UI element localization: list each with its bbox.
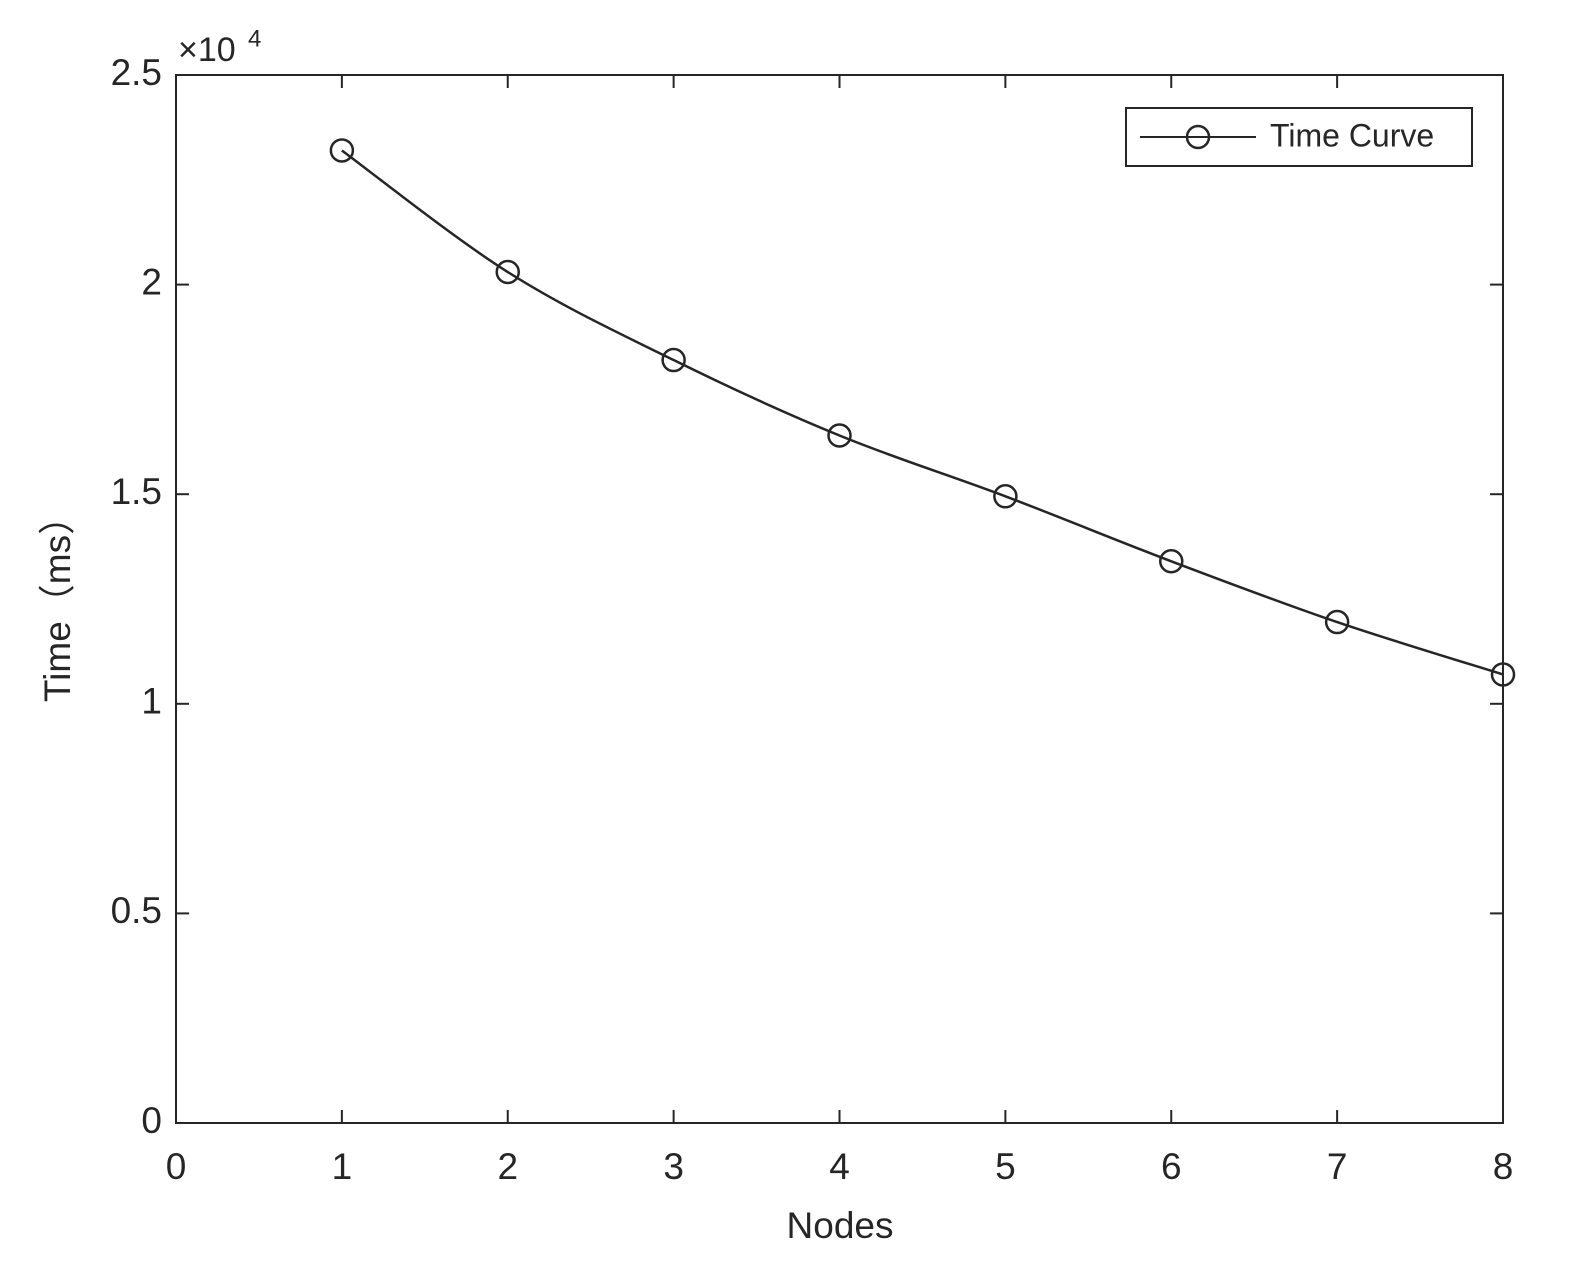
x-axis-label: Nodes [787, 1205, 894, 1246]
y-tick-label: 1.5 [111, 471, 162, 512]
point-marker [1490, 662, 1516, 687]
x-tick-label: 2 [497, 1146, 518, 1187]
x-tick-label: 4 [829, 1146, 850, 1187]
x-tick-label: 8 [1493, 1146, 1514, 1187]
y-multiplier-exponent: 4 [248, 25, 261, 52]
x-tick-label: 7 [1327, 1146, 1348, 1187]
point-marker [495, 259, 520, 285]
legend-marker [1185, 124, 1211, 150]
y-axis-label: Time（ms） [37, 498, 78, 702]
x-tick-label: 0 [166, 1146, 187, 1187]
point-marker [329, 138, 355, 163]
series-line [341, 149, 1504, 676]
x-tick-label: 1 [332, 1146, 353, 1187]
point-marker [993, 484, 1018, 509]
y-multiplier: ×10 [178, 31, 236, 69]
x-tick-label: 3 [663, 1146, 684, 1187]
y-tick-label: 1 [141, 681, 162, 722]
legend-label: Time Curve [1270, 117, 1434, 153]
axes-box [175, 74, 1504, 1124]
y-tick-label: 2.5 [111, 52, 162, 93]
y-tick-label: 2 [141, 261, 162, 302]
x-tick-label: 6 [1161, 1146, 1182, 1187]
point-marker [827, 423, 852, 448]
y-tick-label: 0.5 [111, 890, 162, 931]
point-marker [661, 347, 686, 373]
point-marker [1324, 609, 1350, 635]
y-tick-label: 0 [141, 1100, 162, 1141]
x-tick-label: 5 [995, 1146, 1016, 1187]
legend: Time Curve [1125, 107, 1473, 167]
point-marker [1159, 549, 1184, 574]
